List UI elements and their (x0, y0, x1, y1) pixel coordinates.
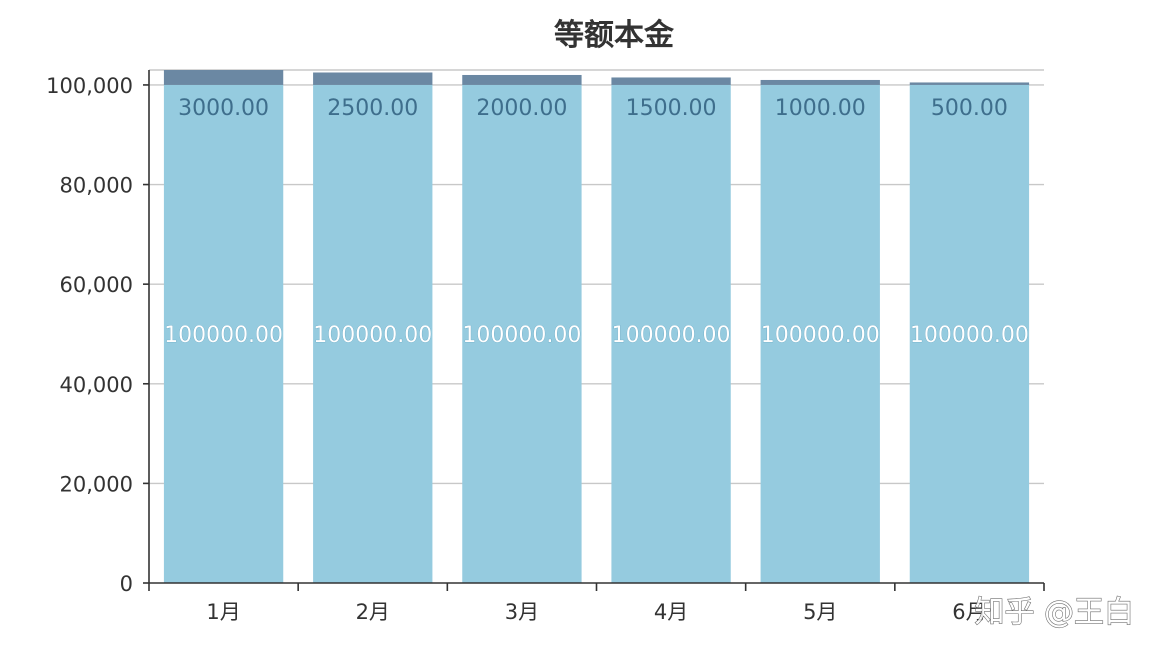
x-tick-label: 5月 (803, 600, 837, 624)
x-tick-label: 4月 (654, 600, 688, 624)
bar-label-interest: 2000.00 (476, 96, 567, 121)
bar-principal (313, 84, 433, 584)
bar-interest (163, 70, 284, 85)
bar-principal (163, 84, 284, 584)
bar-label-interest: 2500.00 (327, 96, 418, 121)
bar-label-principal: 100000.00 (612, 323, 731, 348)
axes: 0 20,000 40,000 60,000 80,000 100,000 1月 2月 3月 4月… (46, 70, 1045, 624)
bar-principal (462, 84, 582, 584)
bar-label-principal: 100000.00 (462, 323, 581, 348)
bar-principal (909, 84, 1030, 584)
y-tick-label: 40,000 (60, 373, 133, 397)
bar-label-interest: 1000.00 (775, 96, 866, 121)
bar-interest (462, 74, 582, 85)
bar-interest (611, 77, 731, 85)
x-tick-label: 6月 (952, 600, 986, 624)
bar-label-interest: 3000.00 (178, 96, 269, 121)
bar-interest (760, 79, 880, 85)
bar-principal (760, 84, 880, 584)
bar-label-principal: 100000.00 (313, 323, 432, 348)
bar-label-principal: 100000.00 (761, 323, 880, 348)
x-tick-label: 1月 (206, 600, 240, 624)
bar-label-interest: 500.00 (931, 96, 1008, 121)
chart-title: 等额本金 (554, 18, 675, 53)
bar-label-principal: 100000.00 (910, 323, 1029, 348)
bar-interest (909, 82, 1030, 85)
watermark-text: 知乎 @王白 (974, 595, 1134, 630)
y-tick-label: 20,000 (60, 472, 133, 496)
bars (163, 70, 1030, 584)
bar-interest (313, 72, 433, 85)
y-tick-label: 100,000 (46, 74, 133, 98)
x-tick-label: 3月 (505, 600, 539, 624)
bar-label-interest: 1500.00 (626, 96, 717, 121)
bar-principal (611, 84, 731, 584)
y-tick-label: 60,000 (60, 273, 133, 297)
gridlines (149, 69, 1044, 485)
y-tick-label: 0 (120, 572, 133, 596)
bar-labels: 100000.00 3000.00 100000.00 2500.00 100000.0… (164, 96, 1029, 348)
x-tick-label: 2月 (356, 600, 390, 624)
y-tick-label: 80,000 (60, 174, 133, 198)
bar-label-principal: 100000.00 (164, 323, 283, 348)
